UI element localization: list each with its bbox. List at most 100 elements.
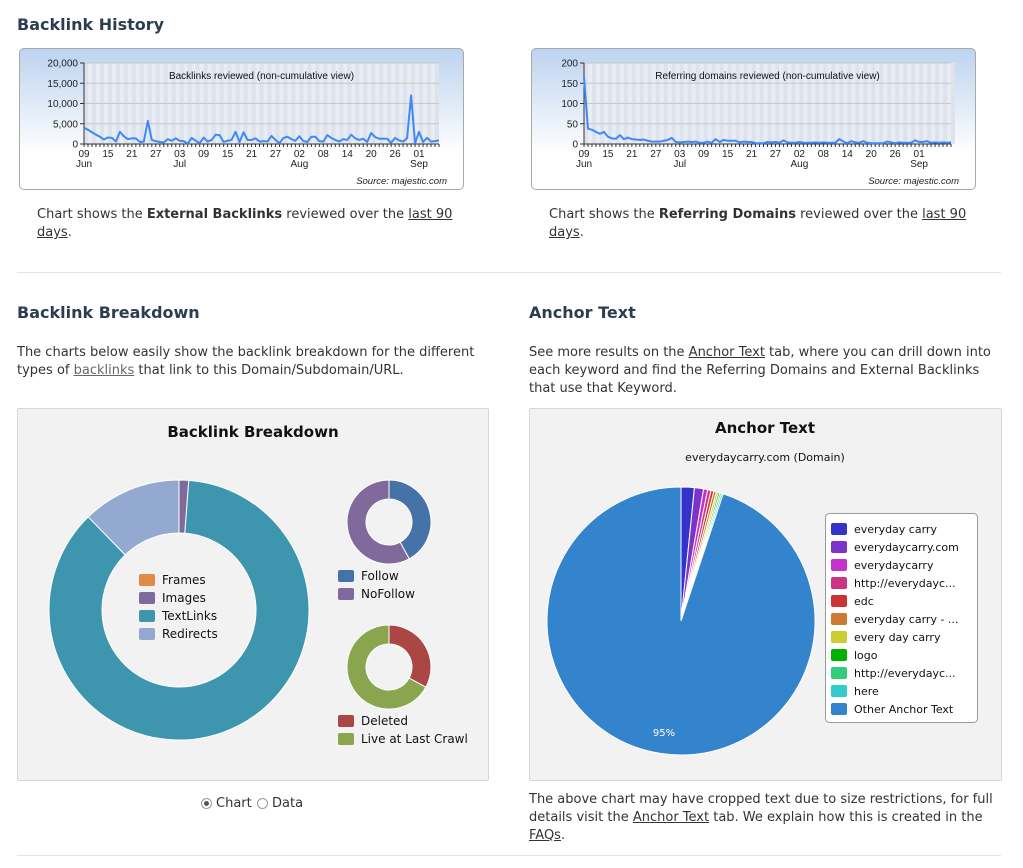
referring-domains-line-chart: 0 50 100 150 200 09 Jun 15 21 27 03 Jul 09 15 21 27 02 Au… <box>531 48 976 190</box>
x-tick-label: 20 <box>866 149 878 160</box>
last-90-days-link[interactable]: last 90 days <box>549 207 967 240</box>
pie-slice-follow <box>388 479 432 560</box>
legend-swatch <box>831 703 847 715</box>
y-tick-label: 5,000 <box>53 119 78 130</box>
legend-label: Frames <box>162 573 206 587</box>
radio-label: Data <box>272 796 304 811</box>
legend-swatch <box>338 715 354 727</box>
pie-slice-redirects <box>87 479 180 556</box>
legend-swatch <box>831 649 847 661</box>
x-tick-month-label: Jun <box>76 159 92 170</box>
y-tick-label: 0 <box>72 140 78 151</box>
x-tick-label: 09 <box>78 149 90 160</box>
pie-slice-textlinks <box>48 479 310 741</box>
legend-swatch <box>831 541 847 553</box>
anchor-text-tab-link[interactable]: Anchor Text <box>688 345 765 360</box>
backlink-breakdown-chart: Backlink Breakdown Frames Images TextLinks R… <box>17 408 489 781</box>
legend-label: everydaycarry.com <box>854 541 959 554</box>
radio-label: Chart <box>216 796 252 811</box>
anchor-text-tab-link[interactable]: Anchor Text <box>632 810 710 825</box>
y-tick-label: 150 <box>561 79 578 90</box>
x-tick-label: 03 <box>174 149 186 160</box>
view-chart-radio[interactable]: Chart <box>201 796 252 811</box>
x-tick-label: 27 <box>770 149 782 160</box>
x-tick-label: 15 <box>102 149 114 160</box>
y-tick-label: 50 <box>567 119 579 130</box>
legend-label: NoFollow <box>361 587 415 601</box>
legend-swatch <box>338 570 354 582</box>
x-tick-label: 15 <box>722 149 734 160</box>
x-tick-label: 26 <box>890 149 902 160</box>
backlink-history-heading: Backlink History <box>17 15 165 34</box>
legend-swatch <box>831 577 847 589</box>
legend-swatch <box>831 523 847 535</box>
x-tick-month-label: Aug <box>791 159 809 170</box>
x-tick-label: 02 <box>794 149 806 160</box>
legend-label: everyday carry <box>854 523 937 536</box>
legend-label: http://everydayc... <box>854 577 956 590</box>
legend-label: edc <box>854 595 874 608</box>
anchor-text-heading: Anchor Text <box>529 303 636 322</box>
legend-swatch <box>338 733 354 745</box>
x-tick-label: 01 <box>413 149 425 160</box>
view-data-radio[interactable]: Data <box>257 796 303 811</box>
legend-swatch <box>831 559 847 571</box>
radio-selected-icon[interactable] <box>201 798 212 809</box>
x-tick-month-label: Sep <box>910 159 928 170</box>
x-tick-label: 03 <box>674 149 686 160</box>
chart-title: Anchor Text <box>715 419 815 437</box>
x-tick-label: 08 <box>318 149 330 160</box>
x-tick-label: 27 <box>650 149 662 160</box>
pie-slice-deleted <box>388 624 432 688</box>
legend-label: Follow <box>361 569 399 583</box>
legend-swatch <box>831 631 847 643</box>
divider <box>17 272 1001 273</box>
x-tick-label: 27 <box>150 149 162 160</box>
legend-label: Images <box>162 591 206 605</box>
x-tick-label: 09 <box>578 149 590 160</box>
x-tick-month-label: Jul <box>173 159 186 170</box>
referring-domains-caption: Chart shows the Referring Domains review… <box>549 207 967 240</box>
x-tick-label: 21 <box>126 149 138 160</box>
pie-slice-other-anchor-text <box>546 486 816 756</box>
legend-box <box>825 513 978 723</box>
plot-band <box>951 63 955 144</box>
last-90-days-link[interactable]: last 90 days <box>37 207 453 240</box>
x-tick-month-label: Sep <box>410 159 428 170</box>
x-tick-month-label: Jun <box>576 159 592 170</box>
x-tick-month-label: Jul <box>673 159 686 170</box>
legend-label: TextLinks <box>161 609 217 623</box>
x-tick-label: 14 <box>342 149 354 160</box>
x-tick-label: 02 <box>294 149 306 160</box>
radio-unselected-icon[interactable] <box>257 798 268 809</box>
backlinks-link[interactable]: backlinks <box>73 363 135 378</box>
faqs-link[interactable]: FAQs <box>529 828 561 843</box>
legend-swatch <box>831 595 847 607</box>
anchor-text-chart: Anchor Text everydaycarry.com (Domain) 95%… <box>529 408 1002 781</box>
backlink-breakdown-description: The charts below easily show the backlin… <box>17 345 475 378</box>
y-tick-label: 15,000 <box>47 79 78 90</box>
y-tick-label: 100 <box>561 99 578 110</box>
y-tick-label: 10,000 <box>47 99 78 110</box>
backlink-breakdown-heading: Backlink Breakdown <box>17 303 200 322</box>
legend-label: Live at Last Crawl <box>361 732 468 746</box>
legend-swatch <box>338 588 354 600</box>
y-tick-label: 0 <box>572 140 578 151</box>
data-label: 95% <box>653 728 675 739</box>
x-tick-label: 20 <box>366 149 378 160</box>
chart-title: Backlink Breakdown <box>167 423 338 441</box>
anchor-text-note: The above chart may have cropped text du… <box>529 792 993 843</box>
chart-title: Referring domains reviewed (non-cumulati… <box>655 71 880 82</box>
legend-label: Redirects <box>162 627 218 641</box>
divider <box>17 855 1001 856</box>
x-tick-label: 15 <box>602 149 614 160</box>
legend-swatch <box>831 685 847 697</box>
x-tick-label: 08 <box>818 149 830 160</box>
data-line <box>83 94 440 145</box>
legend-swatch <box>139 610 155 622</box>
legend-label: every day carry <box>854 631 941 644</box>
x-tick-label: 09 <box>698 149 710 160</box>
x-tick-label: 15 <box>222 149 234 160</box>
x-tick-label: 21 <box>246 149 258 160</box>
x-tick-label: 26 <box>390 149 402 160</box>
